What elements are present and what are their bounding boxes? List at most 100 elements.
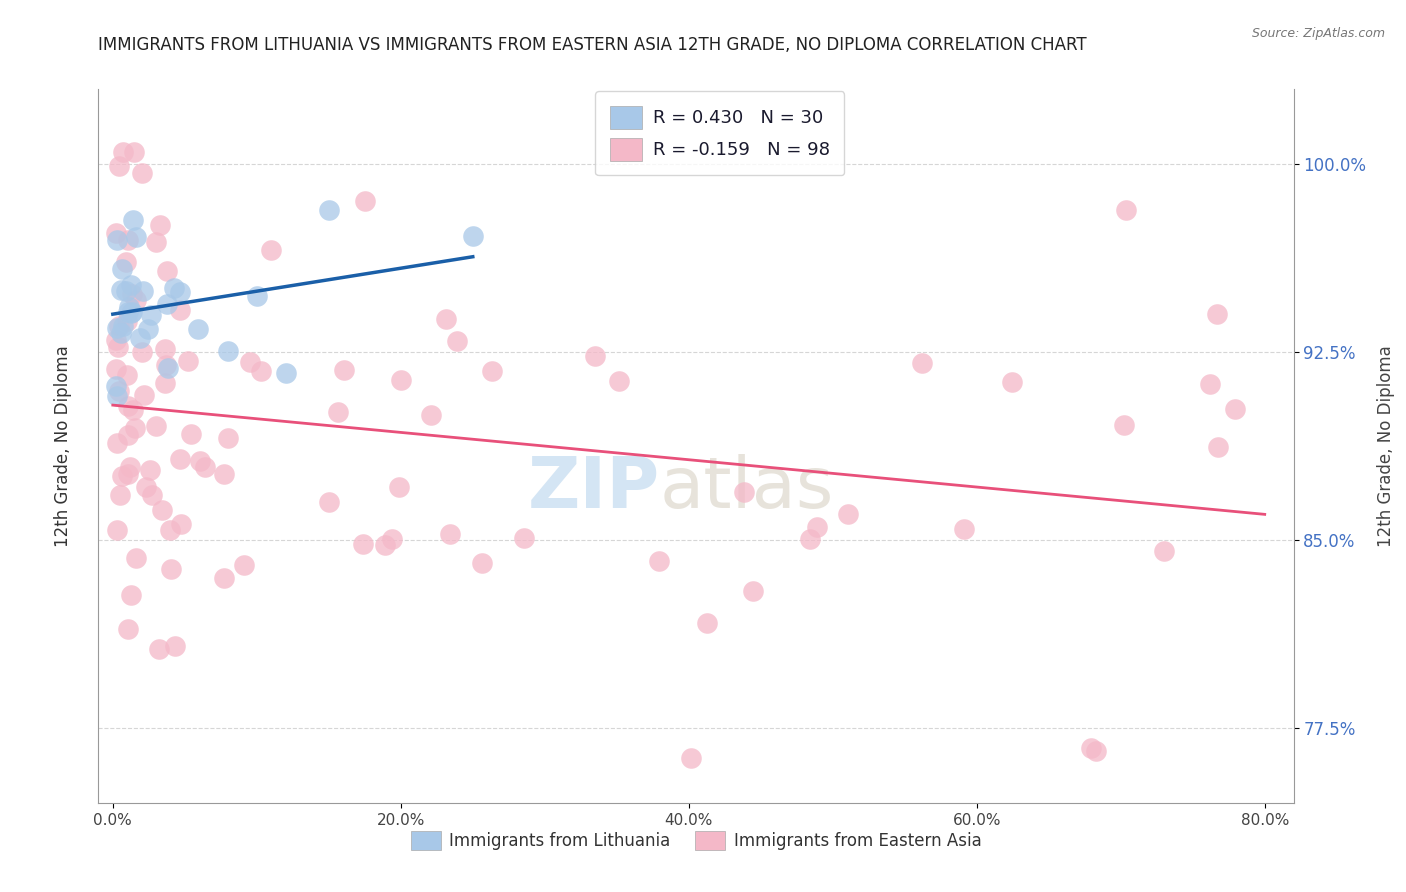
Point (696, 615, 718, 630)
Point (648, 554, 671, 568)
Point (799, 533, 821, 547)
Point (135, 480, 157, 494)
Point (1001, 376, 1024, 390)
Point (389, 373, 412, 387)
Point (837, 507, 859, 521)
Point (1206, 307, 1229, 321)
Point (115, 254, 138, 268)
Point (117, 368, 139, 382)
Point (124, 421, 146, 435)
Point (420, 409, 443, 423)
Point (187, 322, 209, 336)
Point (117, 314, 139, 328)
Point (1153, 544, 1175, 558)
Point (233, 558, 256, 573)
Point (374, 538, 396, 552)
Point (318, 202, 340, 217)
Point (110, 326, 132, 340)
Point (1198, 376, 1220, 391)
Point (111, 261, 134, 276)
Point (328, 405, 350, 419)
Point (388, 480, 411, 494)
Point (108, 159, 131, 173)
Point (118, 301, 141, 315)
Point (125, 293, 148, 307)
Point (117, 467, 139, 481)
Point (125, 550, 148, 565)
Point (333, 362, 356, 376)
Point (1112, 418, 1135, 433)
Point (806, 520, 828, 534)
Point (381, 532, 404, 546)
Point (105, 321, 128, 335)
Point (155, 358, 177, 372)
Text: Source: ZipAtlas.com: Source: ZipAtlas.com (1251, 27, 1385, 40)
Point (439, 527, 461, 541)
Point (169, 516, 191, 531)
Point (481, 364, 503, 378)
Point (117, 304, 139, 318)
Text: ZIP: ZIP (527, 454, 661, 524)
Point (120, 278, 142, 293)
Point (150, 503, 173, 517)
Point (741, 583, 763, 598)
Point (131, 345, 153, 359)
Point (583, 349, 606, 363)
Point (112, 318, 135, 333)
Point (436, 312, 458, 326)
Point (177, 354, 200, 368)
Point (107, 319, 129, 334)
Point (169, 285, 191, 299)
Point (217, 431, 239, 445)
Point (1080, 741, 1102, 756)
Point (105, 378, 128, 392)
Point (139, 308, 162, 322)
Legend: Immigrants from Lithuania, Immigrants from Eastern Asia: Immigrants from Lithuania, Immigrants fr… (402, 822, 990, 859)
Point (352, 537, 374, 551)
Point (105, 334, 128, 348)
Text: IMMIGRANTS FROM LITHUANIA VS IMMIGRANTS FROM EASTERN ASIA 12TH GRADE, NO DIPLOMA: IMMIGRANTS FROM LITHUANIA VS IMMIGRANTS … (98, 36, 1087, 54)
Point (145, 235, 167, 249)
Point (132, 284, 155, 298)
Point (354, 194, 377, 209)
Point (609, 374, 631, 388)
Point (105, 435, 128, 450)
Point (129, 331, 152, 345)
Point (1206, 441, 1229, 455)
Point (194, 459, 217, 474)
Point (108, 488, 131, 502)
Point (156, 360, 179, 375)
Point (145, 418, 167, 433)
Point (105, 388, 128, 402)
Point (149, 218, 172, 232)
Point (111, 145, 134, 159)
Point (111, 468, 134, 483)
Point (132, 388, 155, 402)
Point (121, 287, 143, 301)
Point (105, 523, 128, 537)
Point (120, 589, 142, 603)
Point (1225, 402, 1247, 417)
Point (260, 243, 283, 257)
Point (104, 362, 127, 376)
Point (188, 454, 211, 468)
Y-axis label: 12th Grade, No Diploma: 12th Grade, No Diploma (1378, 345, 1395, 547)
Point (446, 334, 468, 348)
Point (107, 233, 129, 247)
Point (107, 339, 129, 353)
Point (169, 451, 191, 466)
Point (212, 467, 235, 481)
Point (153, 343, 176, 357)
Point (110, 283, 132, 297)
Point (117, 623, 139, 637)
Point (250, 364, 273, 378)
Point (180, 426, 202, 441)
Point (122, 145, 145, 159)
Point (162, 281, 184, 295)
Point (117, 233, 139, 247)
Point (159, 523, 181, 537)
Point (141, 488, 163, 502)
Point (163, 640, 186, 654)
Point (121, 403, 143, 417)
Point (117, 427, 139, 442)
